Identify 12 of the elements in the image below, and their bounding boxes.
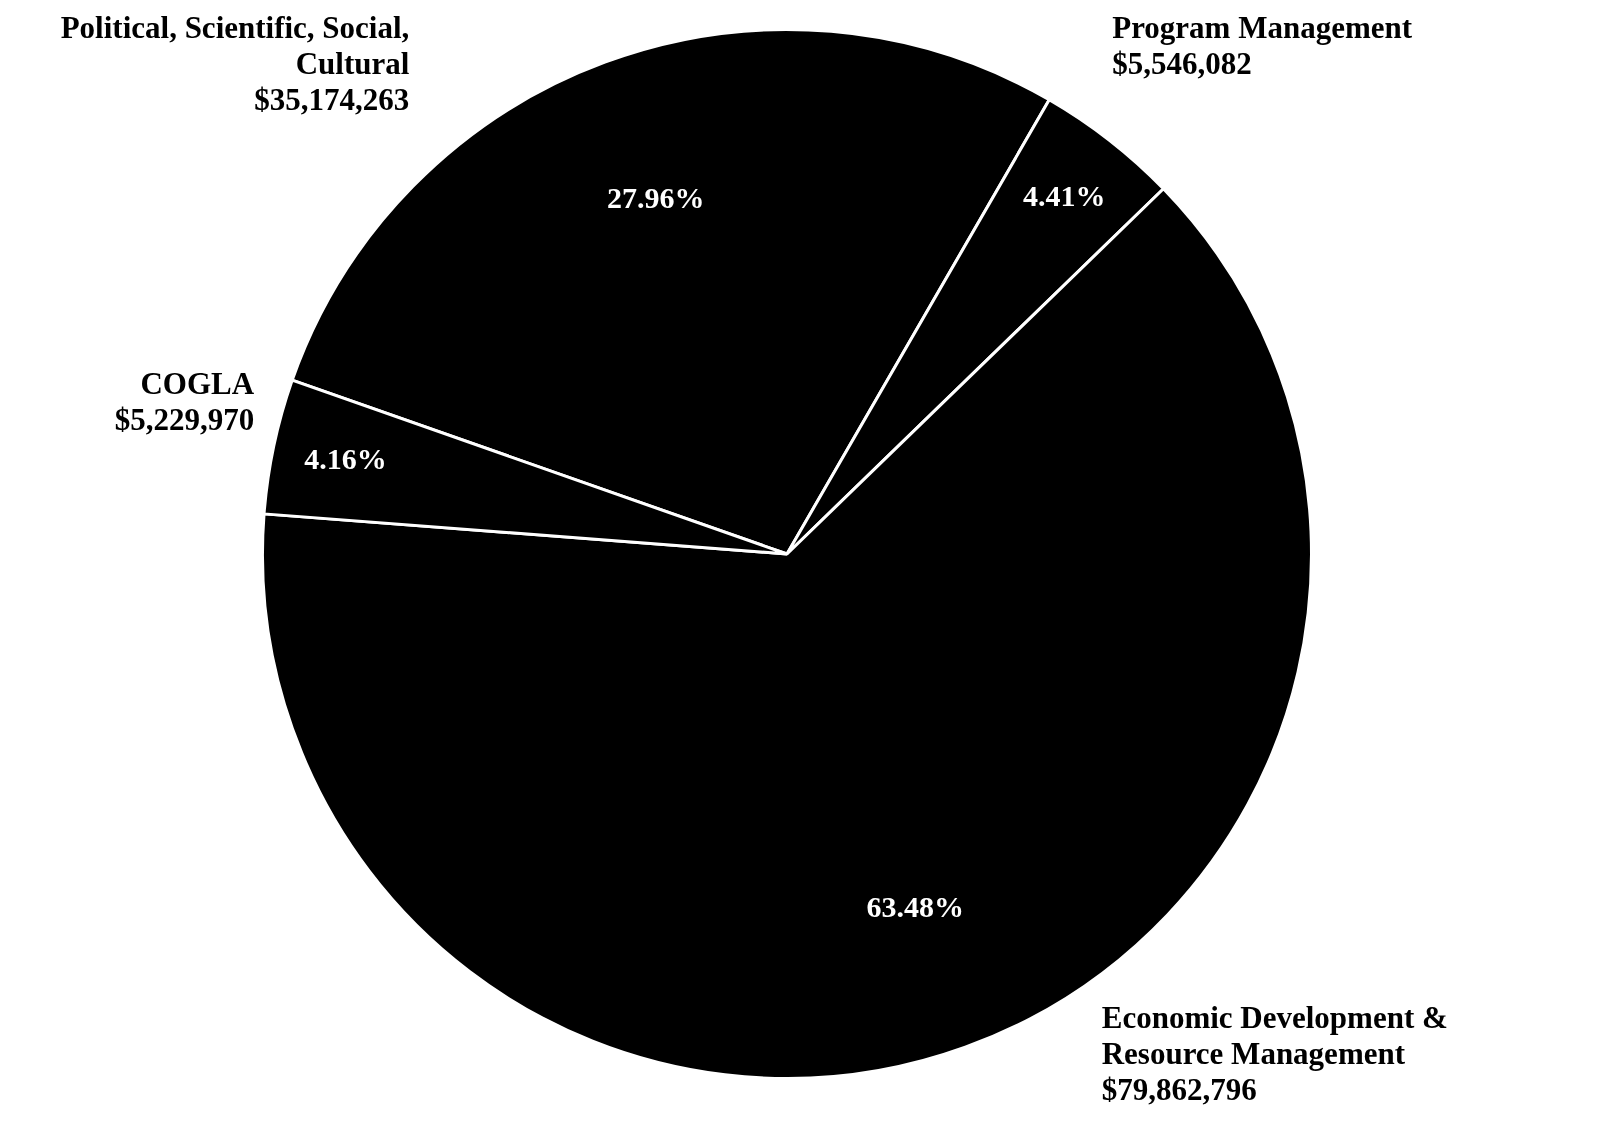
text: 63.48% [866,889,965,923]
data-label: $5,229,970 [114,401,255,437]
slice-label: COGLA [140,365,255,401]
text: 4.41% [1023,178,1106,212]
slice-label: Program Management [1112,9,1413,45]
data-label: $35,174,263 [254,81,410,117]
slice-label: Political, Scientific, Social, Cultural [60,9,410,81]
slice-label: Economic Development & Resource Management [1101,999,1448,1071]
text: 4.16% [304,441,387,475]
data-label: $5,546,082 [1112,45,1252,81]
data-label: $79,862,796 [1101,1071,1257,1107]
text: 27.96% [607,180,705,214]
